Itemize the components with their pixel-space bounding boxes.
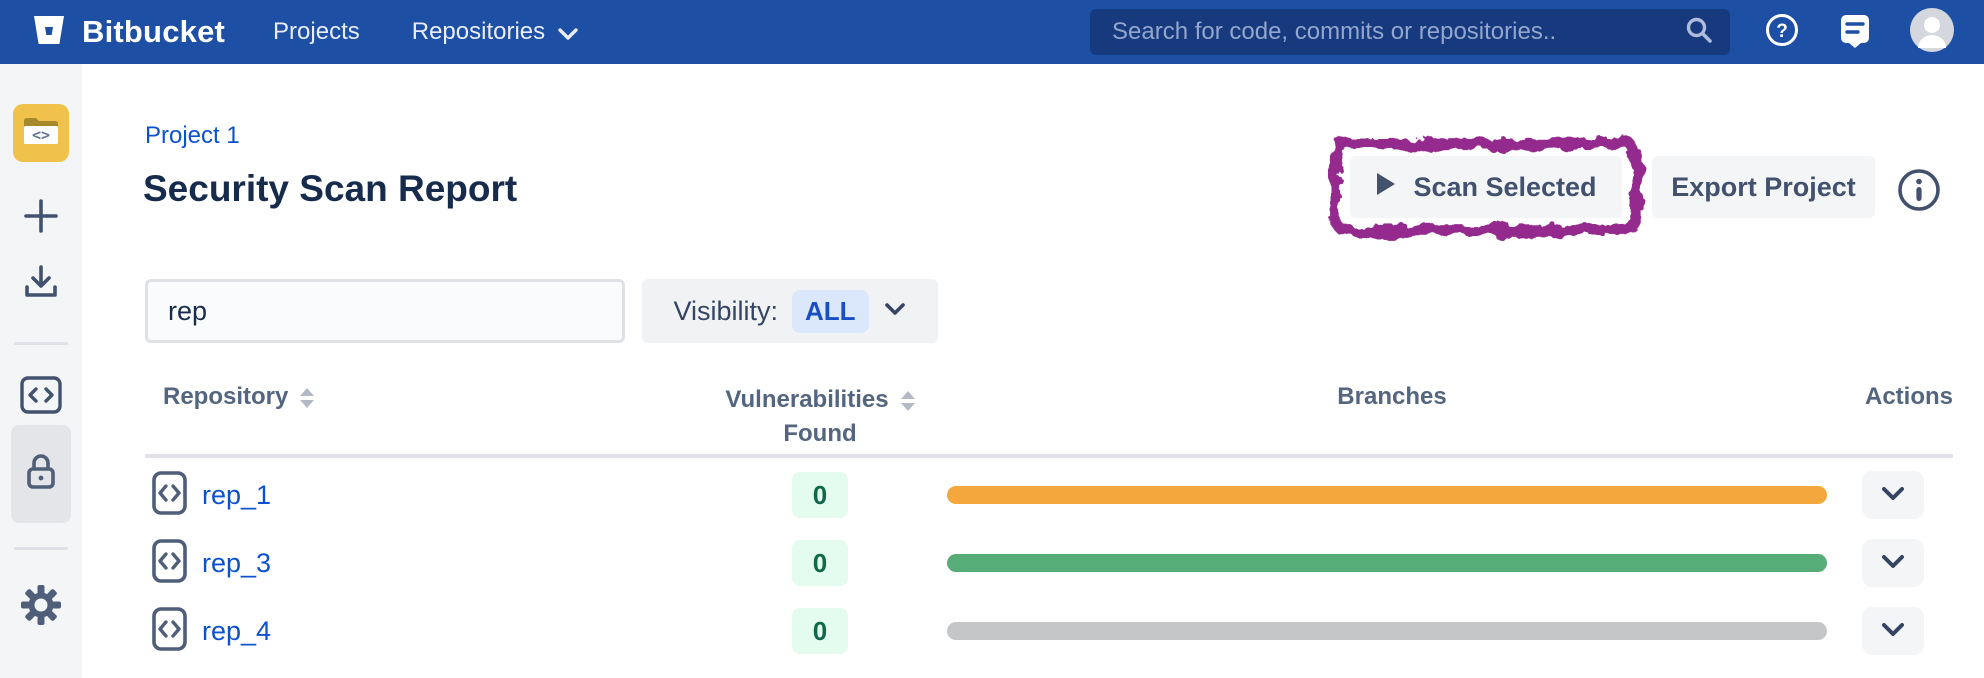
chevron-down-icon [557,20,579,48]
play-icon [1375,171,1397,204]
info-icon[interactable] [1897,168,1941,212]
column-header-repository[interactable]: Repository [163,383,315,411]
plus-icon [22,197,60,240]
repository-filter-input[interactable] [145,279,625,343]
column-header-actions: Actions [1864,383,1953,410]
feedback-icon[interactable] [1838,12,1872,53]
column-header-branches: Branches [1337,383,1447,410]
top-navbar: Bitbucket Projects Repositories ? [0,0,1984,64]
sort-icon[interactable] [300,387,315,408]
vulnerabilities-badge: 0 [792,472,848,518]
repo-icon [151,470,188,521]
scan-selected-button[interactable]: Scan Selected [1350,156,1622,218]
column-header-vulnerabilities[interactable]: Vulnerabilities Found [700,383,940,450]
repository-link[interactable]: rep_3 [202,547,272,578]
repository-cell: rep_1 [151,461,271,529]
chevron-down-icon [1880,621,1906,641]
bitbucket-brand[interactable]: Bitbucket [30,11,225,54]
folder-code-icon: <> [21,113,61,154]
page-title: Security Scan Report [143,168,518,209]
sidebar-selected-highlight [11,425,71,523]
nav-repositories[interactable]: Repositories [412,17,579,48]
lock-icon [23,451,59,498]
avatar[interactable] [1910,7,1954,57]
repository-cell: rep_4 [151,597,271,665]
global-search[interactable] [1090,9,1730,55]
branch-status-bar [947,622,1827,640]
svg-text:<>: <> [32,126,50,144]
table-row: rep_4 0 [0,597,1984,665]
code-icon [19,375,63,420]
svg-text:?: ? [1776,21,1788,42]
sidebar-item-settings[interactable] [0,583,82,631]
visibility-dropdown[interactable]: Visibility: ALL [642,279,938,343]
repository-cell: rep_3 [151,529,271,597]
search-icon[interactable] [1684,15,1714,50]
brand-name: Bitbucket [82,14,226,49]
sidebar-divider [14,342,68,345]
sidebar-item-security[interactable] [0,452,82,496]
table-header-divider [145,454,1953,458]
breadcrumb-project-link[interactable]: Project 1 [145,122,240,149]
vulnerabilities-badge: 0 [792,540,848,586]
row-actions-button[interactable] [1862,471,1924,519]
table-row: rep_3 0 [0,529,1984,597]
sidebar-divider [14,547,68,550]
visibility-label: Visibility: [673,295,778,326]
navbar-right-cluster: ? [1764,0,1984,64]
global-search-input[interactable] [1110,17,1684,47]
chevron-down-icon [1880,553,1906,573]
table-row: rep_1 0 [0,461,1984,529]
visibility-value-badge: ALL [792,289,869,333]
chevron-down-icon [883,301,907,322]
nav-projects[interactable]: Projects [273,18,360,45]
vulnerabilities-badge: 0 [792,608,848,654]
sidebar-item-clone[interactable] [0,263,82,307]
branch-status-bar [947,486,1827,504]
repository-link[interactable]: rep_4 [202,615,272,646]
left-sidebar: <> [0,64,82,678]
repo-icon [151,538,188,589]
sidebar-item-create[interactable] [0,196,82,240]
help-icon[interactable]: ? [1764,12,1800,53]
repository-link[interactable]: rep_1 [202,479,272,510]
sort-icon[interactable] [900,390,915,411]
bitbucket-logo-icon [30,11,68,54]
gear-icon [19,583,63,632]
download-icon [21,263,61,308]
branch-status-bar [947,554,1827,572]
chevron-down-icon [1880,485,1906,505]
repo-icon [151,606,188,657]
export-project-button[interactable]: Export Project [1652,156,1875,218]
row-actions-button[interactable] [1862,607,1924,655]
sidebar-item-source[interactable] [0,375,82,419]
sidebar-item-project-avatar[interactable]: <> [13,104,69,162]
row-actions-button[interactable] [1862,539,1924,587]
